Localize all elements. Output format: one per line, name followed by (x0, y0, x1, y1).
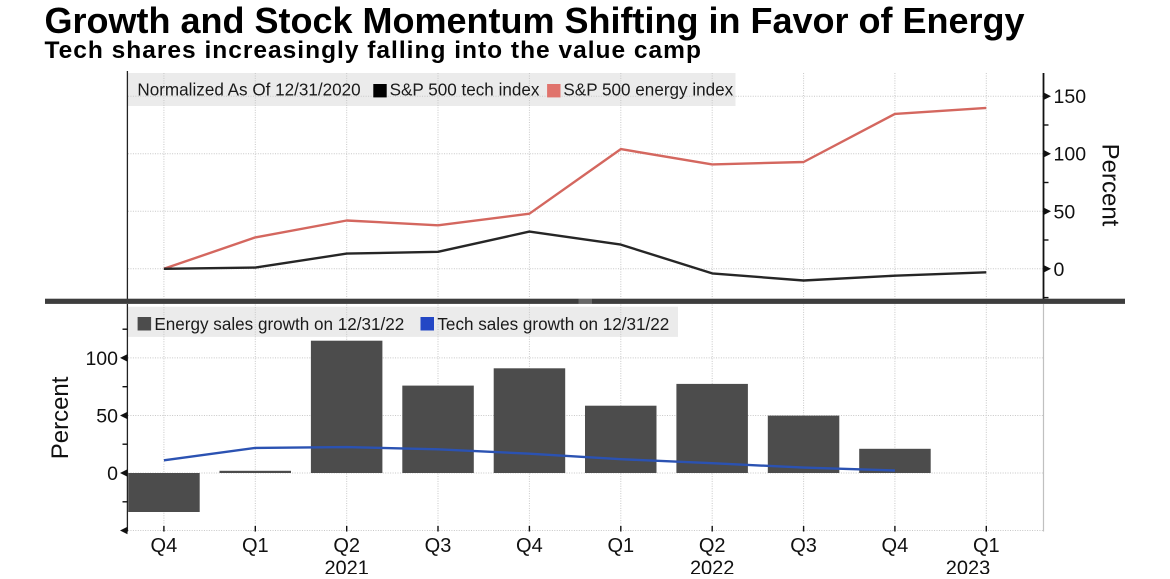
svg-text:2023: 2023 (946, 558, 991, 575)
svg-text:Normalized As Of 12/31/2020: Normalized As Of 12/31/2020 (137, 81, 360, 100)
svg-text:Tech sales growth on 12/31/22: Tech sales growth on 12/31/22 (437, 315, 669, 334)
svg-text:50: 50 (1054, 201, 1076, 223)
svg-text:Q4: Q4 (151, 535, 178, 557)
svg-text:Q1: Q1 (242, 535, 269, 557)
svg-text:150: 150 (1054, 86, 1087, 108)
svg-text:Q4: Q4 (882, 535, 909, 557)
svg-text:Percent: Percent (1097, 144, 1124, 227)
svg-text:2021: 2021 (324, 558, 369, 575)
svg-text:2022: 2022 (690, 558, 735, 575)
svg-text:Tech shares increasingly falli: Tech shares increasingly falling into th… (45, 37, 702, 64)
svg-text:Q1: Q1 (973, 535, 1000, 557)
svg-text:100: 100 (85, 348, 118, 370)
svg-text:0: 0 (1054, 259, 1065, 281)
svg-text:Q3: Q3 (790, 535, 817, 557)
svg-text:Energy sales growth on 12/31/2: Energy sales growth on 12/31/22 (154, 315, 404, 334)
svg-text:Q2: Q2 (333, 535, 360, 557)
svg-text:S&P 500 energy index: S&P 500 energy index (563, 81, 733, 100)
svg-text:50: 50 (96, 406, 118, 428)
svg-text:S&P 500 tech index: S&P 500 tech index (390, 81, 540, 100)
svg-text:100: 100 (1054, 144, 1087, 166)
svg-text:Percent: Percent (47, 376, 74, 459)
svg-text:0: 0 (107, 463, 118, 485)
svg-text:Q4: Q4 (516, 535, 543, 557)
svg-text:Growth and Stock Momentum Shif: Growth and Stock Momentum Shifting in Fa… (45, 0, 1025, 41)
svg-text:Q3: Q3 (425, 535, 452, 557)
svg-text:Q2: Q2 (699, 535, 726, 557)
svg-text:Q1: Q1 (607, 535, 634, 557)
